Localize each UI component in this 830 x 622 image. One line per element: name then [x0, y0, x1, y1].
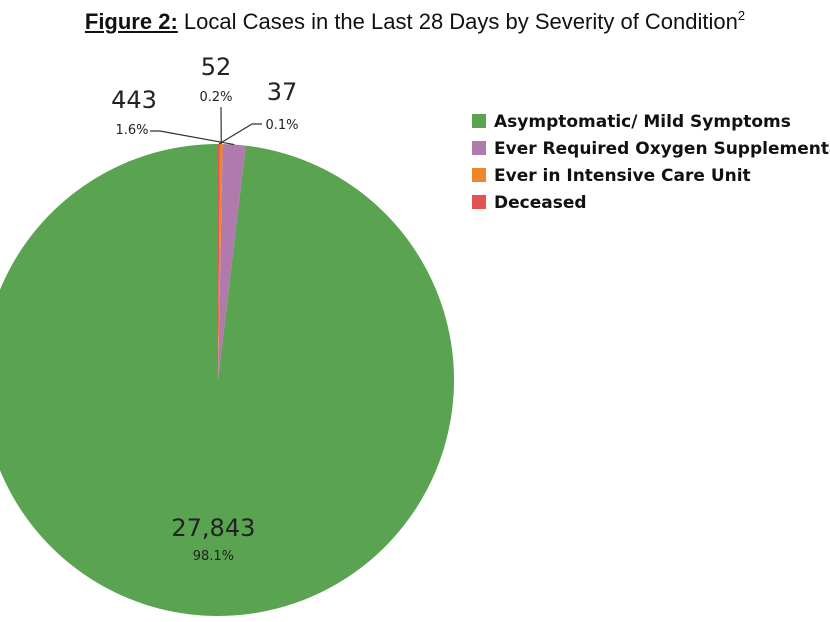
figure-title-text: Local Cases in the Last 28 Days by Sever… — [183, 9, 738, 34]
legend-swatch-ever-required-oxygen-supplementation — [472, 141, 486, 155]
leader-line-ever-required-oxygen-supplementation — [150, 130, 235, 146]
legend-label-asymptomatic-mild-symptoms: Asymptomatic/ Mild Symptoms — [494, 112, 791, 132]
data-label-percent-ever-required-oxygen-supplementation: 1.6% — [115, 123, 148, 138]
figure-title: Figure 2: Local Cases in the Last 28 Day… — [0, 8, 830, 35]
data-label-value-ever-required-oxygen-supplementation: 443 — [111, 86, 157, 114]
leader-line-deceased — [218, 123, 262, 145]
pie-slice-deceased — [218, 144, 220, 380]
legend-swatch-ever-in-intensive-care-unit — [472, 168, 486, 182]
figure-label: Figure 2: — [84, 9, 178, 34]
leader-lines — [150, 106, 262, 146]
pie-slice-asymptomatic-mild-symptoms — [0, 144, 454, 616]
figure-footnote-marker: 2 — [737, 8, 746, 23]
legend-label-ever-required-oxygen-supplementation: Ever Required Oxygen Supplementation — [494, 139, 830, 159]
data-label-percent-asymptomatic-mild-symptoms: 98.1% — [193, 549, 234, 564]
data-label-value-asymptomatic-mild-symptoms: 27,843 — [171, 514, 255, 542]
data-label-percent-ever-in-intensive-care-unit: 0.2% — [199, 90, 232, 105]
data-label-percent-deceased: 0.1% — [265, 118, 298, 133]
legend: Asymptomatic/ Mild Symptoms Ever Required… — [472, 112, 830, 213]
legend-swatch-asymptomatic-mild-symptoms — [472, 114, 486, 128]
legend-label-deceased: Deceased — [494, 193, 587, 213]
data-label-value-ever-in-intensive-care-unit: 52 — [201, 53, 232, 81]
data-label-value-deceased: 37 — [267, 78, 298, 106]
pie-slice-ever-in-intensive-care-unit — [218, 144, 223, 380]
legend-swatch-deceased — [472, 195, 486, 209]
pie-slices — [0, 144, 454, 616]
pie-slice-ever-required-oxygen-supplementation — [218, 144, 246, 380]
legend-label-ever-in-intensive-care-unit: Ever in Intensive Care Unit — [494, 166, 751, 186]
data-labels: 27,843 98.1% 443 1.6% 52 0.2% 37 0.1% — [111, 53, 298, 564]
